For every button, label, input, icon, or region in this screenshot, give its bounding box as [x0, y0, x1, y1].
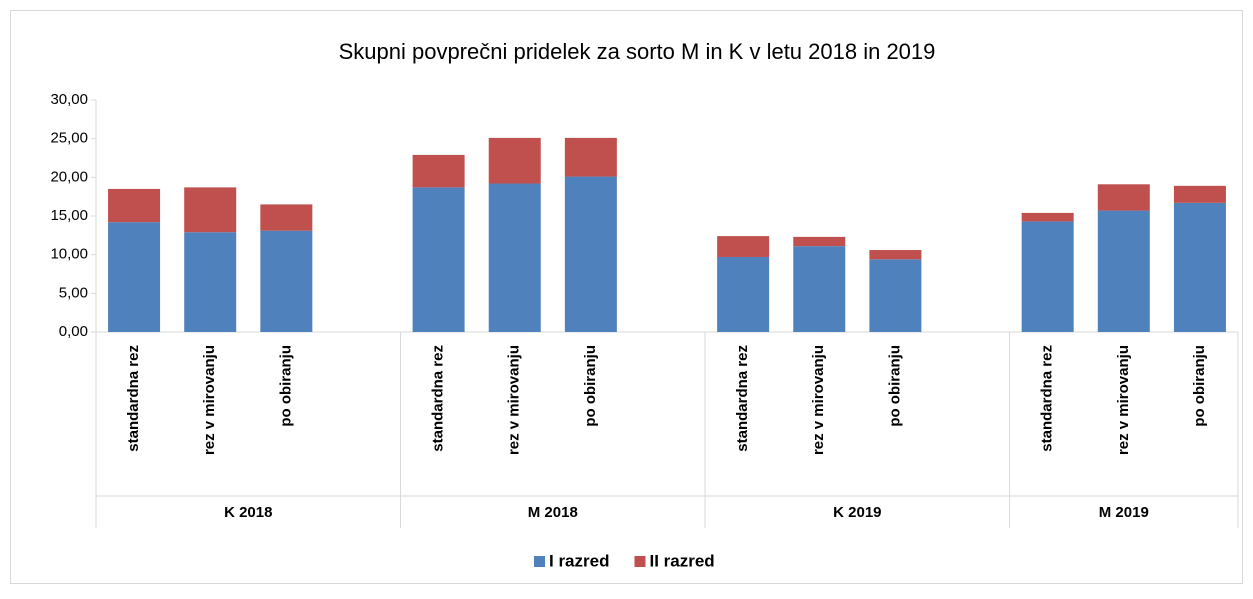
x-tick-label: po obiranju	[886, 345, 903, 427]
bar-segment	[564, 137, 617, 177]
y-tick-label: 20,00	[50, 168, 88, 185]
x-tick-label: rez v mirovanju	[201, 345, 218, 455]
bar-segment	[1173, 202, 1226, 332]
group-label: K 2019	[833, 504, 881, 521]
x-tick-label: standardna rez	[734, 345, 751, 452]
y-tick-label: 25,00	[50, 130, 88, 147]
bar-segment	[184, 187, 237, 233]
bar-segment	[1097, 184, 1150, 211]
bar-segment	[793, 246, 846, 332]
bar-segment	[260, 230, 313, 332]
bar-segment	[869, 250, 922, 260]
x-tick-label: po obiranju	[277, 345, 294, 427]
x-tick-label: rez v mirovanju	[810, 345, 827, 455]
x-tick-label: rez v mirovanju	[506, 345, 523, 455]
bar-segment	[412, 154, 465, 188]
bar-segment	[869, 259, 922, 332]
x-tick-label: standardna rez	[125, 345, 142, 452]
group-label: M 2018	[528, 504, 578, 521]
bar-segment	[412, 187, 465, 332]
bar-segment	[108, 222, 161, 332]
bar-segment	[1097, 210, 1150, 332]
bar-segment	[488, 137, 541, 184]
bar-segment	[488, 183, 541, 332]
legend-swatch	[534, 556, 545, 567]
x-tick-label: standardna rez	[1039, 345, 1056, 452]
bar-segment	[1021, 212, 1074, 222]
x-tick-label: rez v mirovanju	[1115, 345, 1132, 455]
y-tick-label: 0,00	[59, 323, 88, 340]
bar-segment	[717, 256, 770, 332]
bar-segment	[1173, 185, 1226, 203]
legend-label: I razred	[549, 551, 609, 570]
group-label: M 2019	[1099, 504, 1149, 521]
y-tick-label: 15,00	[50, 207, 88, 224]
x-tick-label: po obiranju	[1191, 345, 1208, 427]
bar-segment	[108, 188, 161, 223]
group-label: K 2018	[224, 504, 272, 521]
legend-label: II razred	[649, 551, 714, 570]
x-tick-label: po obiranju	[582, 345, 599, 427]
bar-segment	[564, 176, 617, 332]
chart-title: Skupni povprečni pridelek za sorto M in …	[339, 39, 936, 64]
y-tick-label: 30,00	[50, 91, 88, 108]
y-tick-label: 10,00	[50, 246, 88, 263]
bar-segment	[260, 204, 313, 231]
x-tick-label: standardna rez	[430, 345, 447, 452]
bar-segment	[1021, 221, 1074, 332]
bar-segment	[793, 236, 846, 247]
bar-segment	[184, 232, 237, 332]
y-tick-label: 5,00	[59, 284, 88, 301]
bar-segment	[717, 236, 770, 257]
legend-swatch	[634, 556, 646, 567]
